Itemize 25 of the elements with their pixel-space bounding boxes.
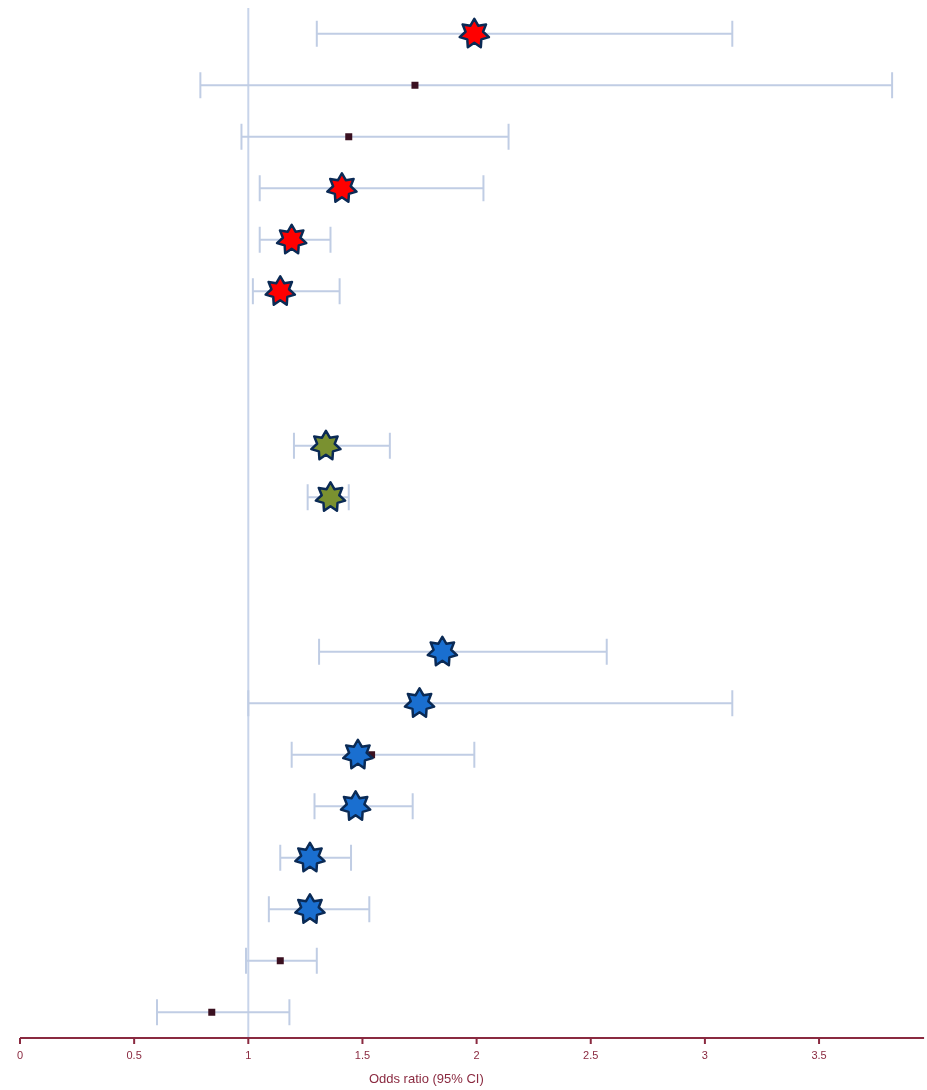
point [426, 635, 459, 667]
point [294, 893, 326, 925]
point [458, 17, 491, 49]
point [345, 133, 353, 141]
point [326, 172, 358, 204]
point [264, 275, 297, 307]
point [275, 223, 308, 255]
x-tick-label: 0.5 [126, 1049, 142, 1061]
point [342, 738, 374, 770]
point [403, 687, 436, 719]
x-tick-label: 1 [245, 1049, 252, 1061]
x-tick-label: 1.5 [354, 1049, 371, 1061]
x-tick-label: 0 [16, 1049, 24, 1061]
x-tick-label: 2.5 [583, 1049, 599, 1061]
point [310, 429, 342, 461]
point [314, 481, 347, 513]
x-tick-label: 3.5 [811, 1049, 827, 1061]
point [411, 81, 419, 89]
x-axis-title: Odds ratio (95% CI) [368, 1071, 484, 1086]
x-tick-label: 2 [473, 1049, 480, 1061]
point [276, 957, 284, 965]
x-tick-label: 3 [701, 1049, 708, 1061]
point [294, 841, 326, 873]
point [339, 790, 372, 822]
point [208, 1008, 216, 1016]
